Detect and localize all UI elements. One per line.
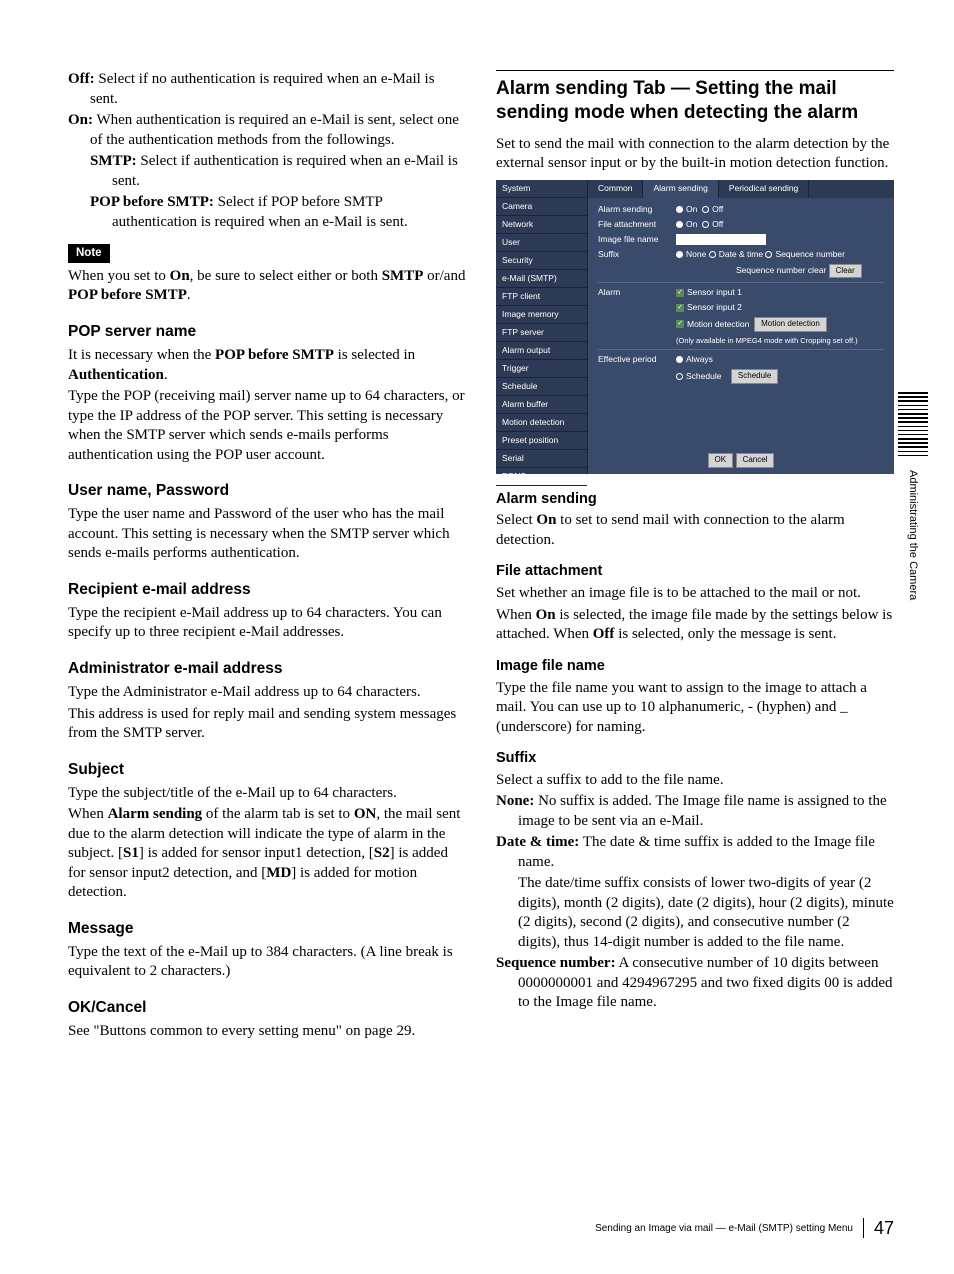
label-alarm: Alarm (598, 287, 676, 298)
label-file-attachment: File attachment (598, 219, 676, 230)
on-definition: On: When authentication is required an e… (68, 111, 466, 150)
date-time-detail: The date/time suffix consists of lower t… (496, 874, 894, 952)
screenshot-tabs: Common Alarm sending Periodical sending (588, 180, 894, 198)
radio-off[interactable] (702, 221, 709, 228)
mpeg-note: (Only available in MPEG4 mode with Cropp… (676, 336, 858, 346)
user-paragraph: Type the user name and Password of the u… (68, 505, 466, 564)
pop-before-smtp-definition: POP before SMTP: Select if POP before SM… (68, 193, 466, 232)
recipient-paragraph: Type the recipient e-Mail address up to … (68, 604, 466, 643)
motion-detection-button[interactable]: Motion detection (754, 317, 827, 331)
screenshot-bottom-buttons: OK Cancel (588, 447, 894, 473)
label-image-file-name: Image file name (598, 234, 676, 245)
radio-seqnum[interactable] (765, 251, 772, 258)
off-definition: Off: Select if no authentication is requ… (68, 70, 466, 109)
image-file-name-heading: Image file name (496, 657, 894, 676)
suffix-paragraph: Select a suffix to add to the file name. (496, 771, 894, 791)
smtp-definition: SMTP: Select if authentication is requir… (68, 152, 466, 191)
sidebar-item[interactable]: Serial (496, 450, 587, 468)
pop-paragraph-2: Type the POP (receiving mail) server nam… (68, 387, 466, 465)
sidebar-item[interactable]: Alarm output (496, 342, 587, 360)
label-seq-clear: Sequence number clear (736, 265, 826, 276)
page-number: 47 (874, 1217, 894, 1240)
intro-paragraph: Set to send the mail with connection to … (496, 135, 894, 174)
tab-alarm-sending[interactable]: Alarm sending (643, 180, 718, 198)
settings-screenshot: System Camera Network User Security e-Ma… (496, 180, 894, 474)
recipient-heading: Recipient e-mail address (68, 580, 466, 600)
user-password-heading: User name, Password (68, 481, 466, 501)
label-alarm-sending: Alarm sending (598, 204, 676, 215)
checkbox-sensor1[interactable]: ✓ (676, 289, 684, 297)
footer-text: Sending an Image via mail — e-Mail (SMTP… (595, 1222, 853, 1235)
sidebar-item[interactable]: FTP server (496, 324, 587, 342)
sequence-number-definition: Sequence number: A consecutive number of… (496, 954, 894, 1013)
cancel-button[interactable]: Cancel (736, 453, 775, 467)
ok-cancel-paragraph: See "Buttons common to every setting men… (68, 1022, 466, 1042)
schedule-button[interactable]: Schedule (731, 369, 778, 383)
radio-none[interactable] (676, 251, 683, 258)
subject-paragraph-1: Type the subject/title of the e-Mail up … (68, 784, 466, 804)
subject-paragraph-2: When Alarm sending of the alarm tab is s… (68, 805, 466, 903)
sidebar-item[interactable]: User (496, 234, 587, 252)
note-text: When you set to On, be sure to select ei… (68, 267, 466, 306)
section-tab-label: Administrating the Camera (906, 470, 920, 600)
sidebar-item[interactable]: Trigger (496, 360, 587, 378)
alarm-paragraph: Select On to set to send mail with conne… (496, 511, 894, 550)
sidebar-item[interactable]: Image memory (496, 306, 587, 324)
file-paragraph-2: When On is selected, the image file made… (496, 606, 894, 645)
image-file-name-paragraph: Type the file name you want to assign to… (496, 679, 894, 738)
sidebar-item[interactable]: DDNS (496, 468, 587, 486)
message-paragraph: Type the text of the e-Mail up to 384 ch… (68, 943, 466, 982)
radio-on[interactable] (676, 206, 683, 213)
screenshot-main: Common Alarm sending Periodical sending … (588, 180, 894, 474)
message-heading: Message (68, 919, 466, 939)
date-time-definition: Date & time: The date & time suffix is a… (496, 833, 894, 872)
pop-server-name-heading: POP server name (68, 322, 466, 342)
checkbox-sensor2[interactable]: ✓ (676, 304, 684, 312)
sidebar-item[interactable]: Security (496, 252, 587, 270)
radio-on[interactable] (676, 221, 683, 228)
ok-button[interactable]: OK (708, 453, 734, 467)
label-effective-period: Effective period (598, 354, 676, 365)
alarm-sending-heading: Alarm sending (496, 490, 894, 509)
pop-paragraph-1: It is necessary when the POP before SMTP… (68, 346, 466, 385)
section-marker-bars (898, 392, 928, 459)
sidebar-item[interactable]: Alarm buffer (496, 396, 587, 414)
screenshot-content: Alarm sendingOn Off File attachmentOn Of… (588, 198, 894, 448)
file-paragraph-1: Set whether an image file is to be attac… (496, 584, 894, 604)
none-definition: None: No suffix is added. The Image file… (496, 792, 894, 831)
tab-periodical-sending[interactable]: Periodical sending (719, 180, 809, 198)
sidebar-item[interactable]: Preset position (496, 432, 587, 450)
left-column: Off: Select if no authentication is requ… (68, 70, 466, 1043)
subject-heading: Subject (68, 760, 466, 780)
radio-off[interactable] (702, 206, 709, 213)
page-footer: Sending an Image via mail — e-Mail (SMTP… (595, 1217, 894, 1240)
note-label: Note (68, 244, 110, 263)
label-suffix: Suffix (598, 249, 676, 260)
file-attachment-heading: File attachment (496, 562, 894, 581)
sidebar-item[interactable]: Motion detection (496, 414, 587, 432)
suffix-heading: Suffix (496, 749, 894, 768)
right-column: Alarm sending Tab — Setting the mail sen… (496, 70, 894, 1043)
ok-cancel-heading: OK/Cancel (68, 998, 466, 1018)
sidebar-item[interactable]: Network (496, 216, 587, 234)
input-image-file-name[interactable] (676, 234, 766, 245)
checkbox-motion[interactable]: ✓ (676, 320, 684, 328)
radio-always[interactable] (676, 356, 683, 363)
tab-common[interactable]: Common (588, 180, 643, 198)
footer-separator (863, 1218, 864, 1238)
admin-email-heading: Administrator e-mail address (68, 659, 466, 679)
radio-datetime[interactable] (709, 251, 716, 258)
clear-button[interactable]: Clear (829, 264, 862, 278)
alarm-sending-tab-heading: Alarm sending Tab — Setting the mail sen… (496, 70, 894, 125)
admin-paragraph-1: Type the Administrator e-Mail address up… (68, 683, 466, 703)
screenshot-sidebar: System Camera Network User Security e-Ma… (496, 180, 588, 474)
radio-schedule[interactable] (676, 373, 683, 380)
sidebar-item[interactable]: FTP client (496, 288, 587, 306)
sidebar-item[interactable]: Camera (496, 198, 587, 216)
sidebar-item[interactable]: System (496, 180, 587, 198)
admin-paragraph-2: This address is used for reply mail and … (68, 705, 466, 744)
sidebar-item[interactable]: Schedule (496, 378, 587, 396)
sidebar-item[interactable]: e-Mail (SMTP) (496, 270, 587, 288)
